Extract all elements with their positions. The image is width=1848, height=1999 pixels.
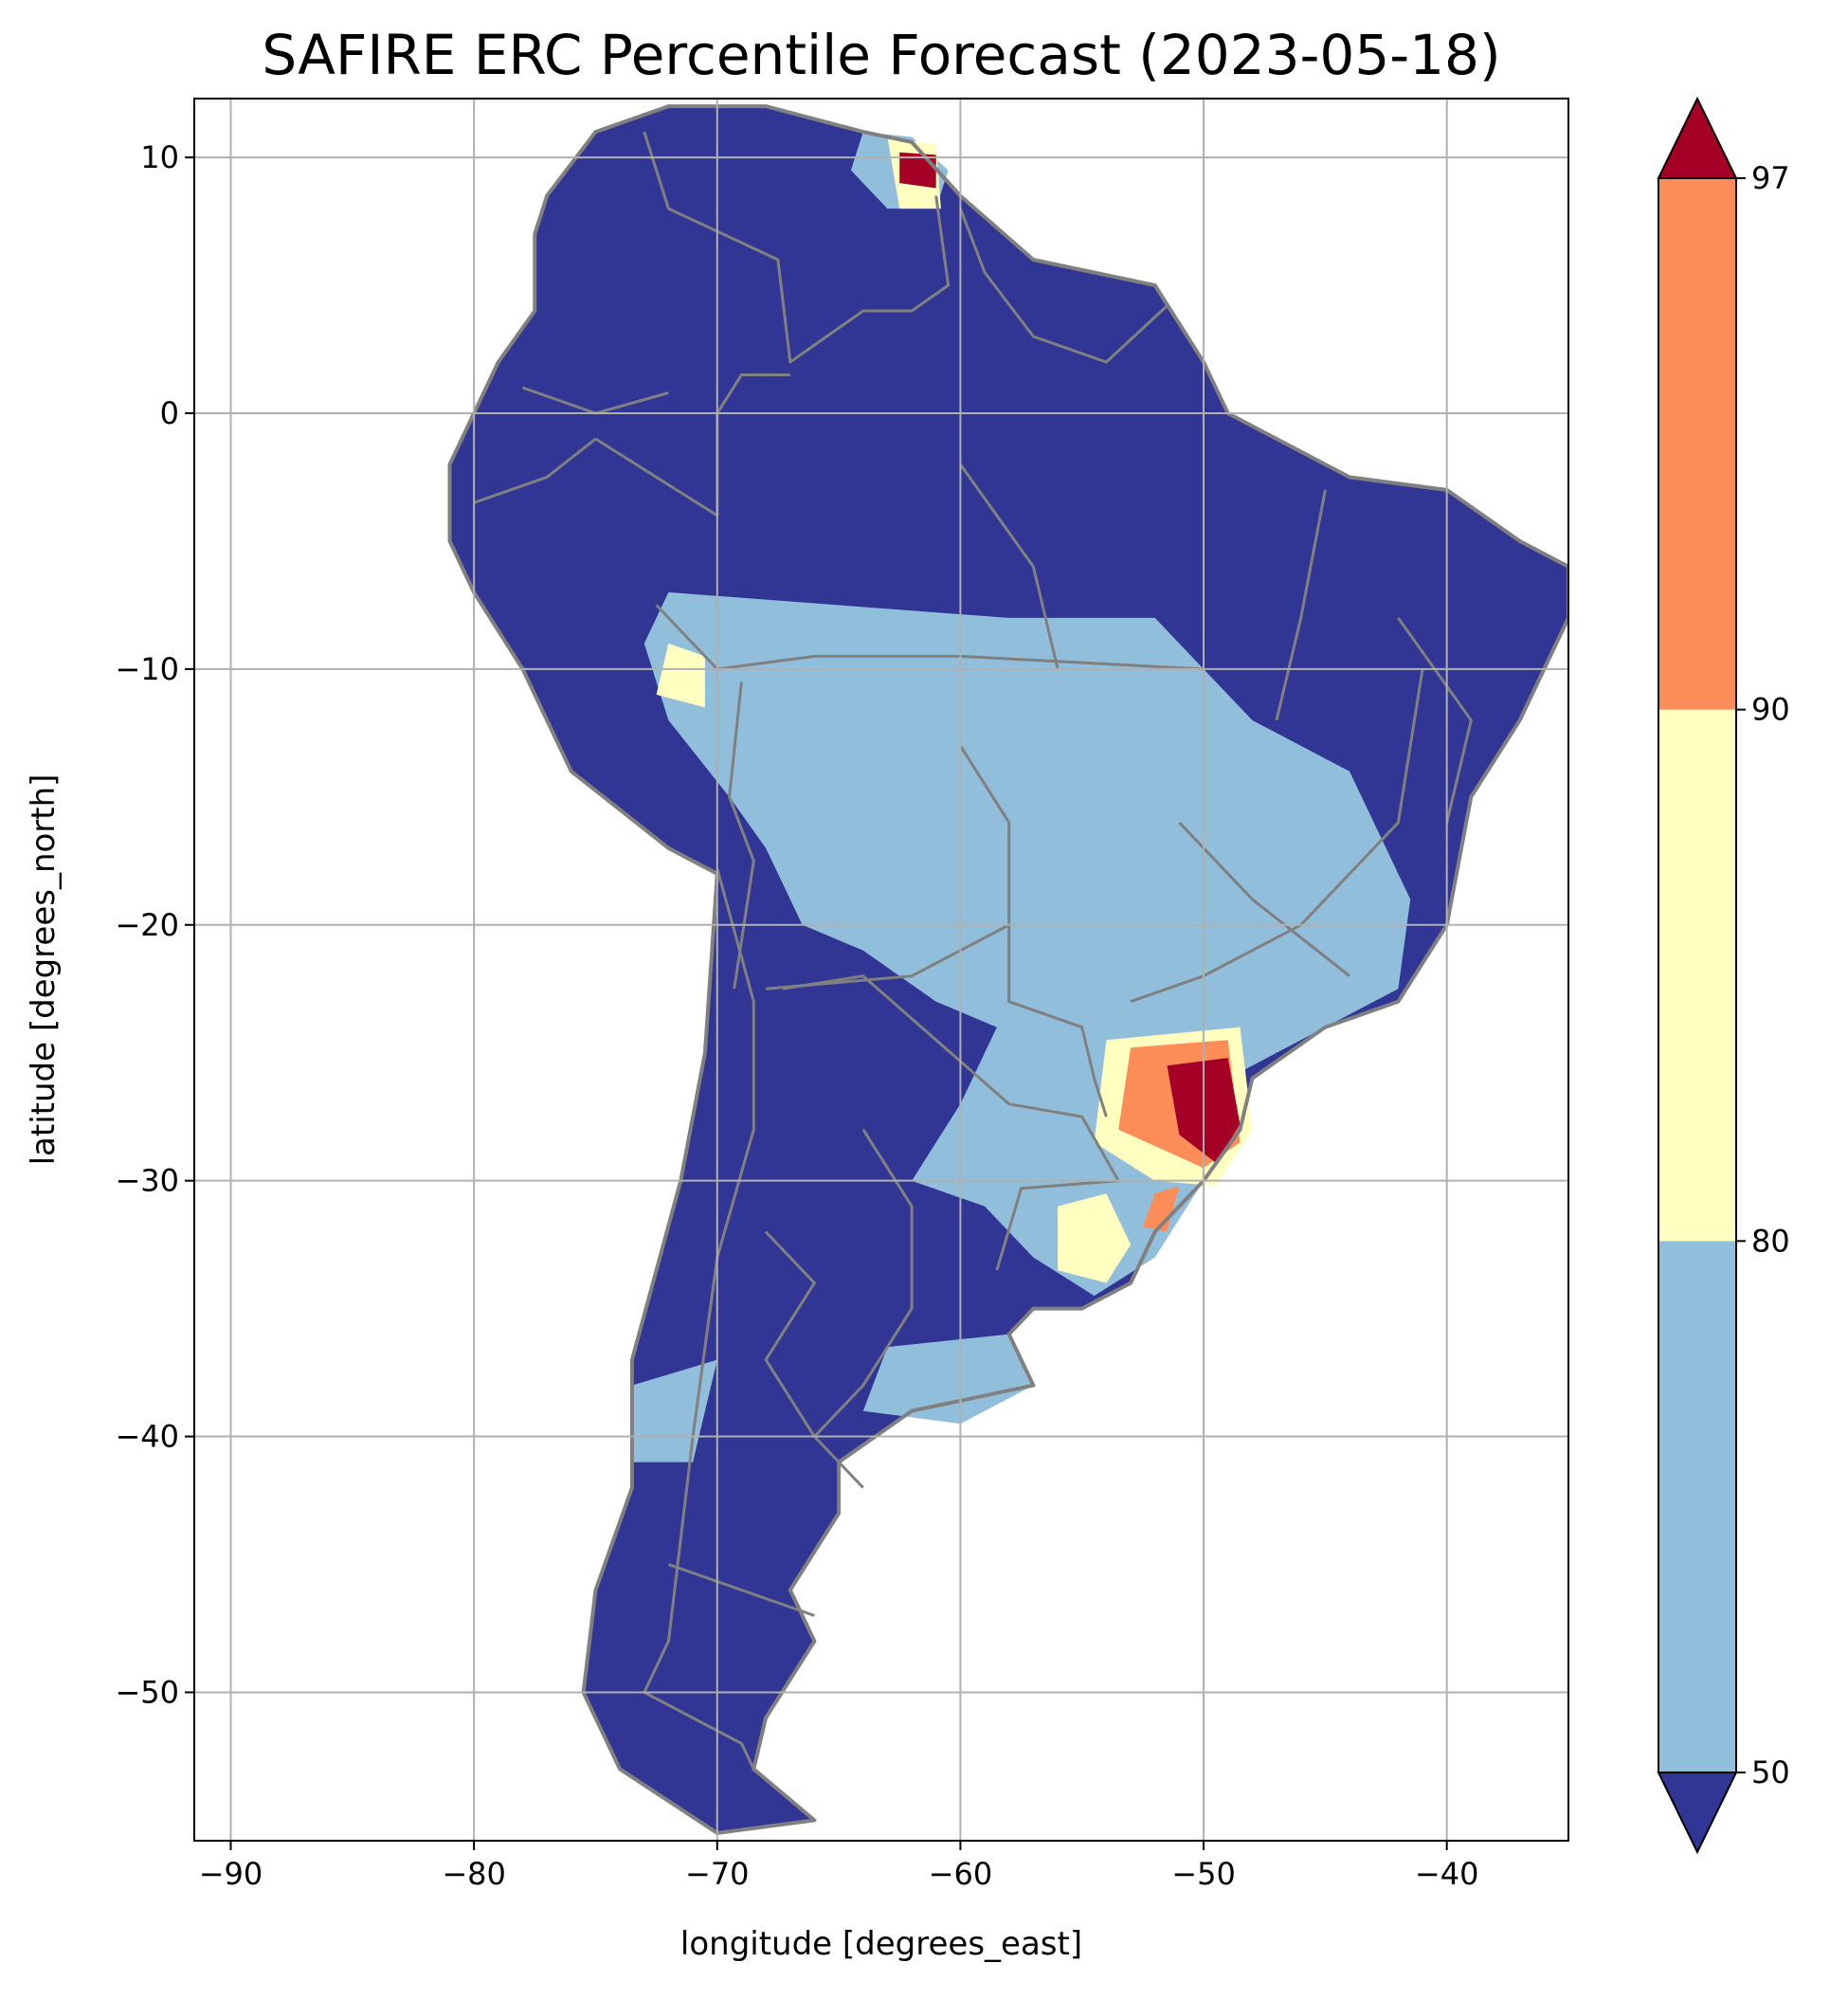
chart-title: SAFIRE ERC Percentile Forecast (2023-05-… bbox=[262, 23, 1500, 87]
country-border bbox=[958, 208, 1169, 364]
percentile-zones bbox=[631, 132, 1411, 1463]
gridlines bbox=[194, 99, 1568, 1841]
zone-80-90 bbox=[656, 643, 705, 708]
country-border bbox=[1275, 489, 1327, 721]
country-border bbox=[655, 604, 1205, 671]
country-border bbox=[1007, 924, 1108, 1118]
zone-50-80 bbox=[643, 591, 1411, 1297]
y-tick-label: −10 bbox=[115, 651, 179, 687]
y-axis-label: latitude [degrees_north] bbox=[25, 774, 63, 1166]
zone-80-90 bbox=[1058, 1193, 1132, 1283]
colorbar-extend-min bbox=[1657, 1772, 1738, 1855]
country-border bbox=[643, 131, 951, 364]
colorbar-tick-label: 50 bbox=[1751, 1754, 1790, 1790]
x-axis-label: longitude [degrees_east] bbox=[680, 1925, 1082, 1963]
x-tick-label: −60 bbox=[929, 1856, 993, 1892]
country-border bbox=[643, 868, 755, 1771]
x-tick-label: −50 bbox=[1171, 1856, 1236, 1892]
y-tick-label: 10 bbox=[140, 139, 179, 175]
y-tick-label: −30 bbox=[115, 1163, 179, 1199]
x-tick-label: −80 bbox=[442, 1856, 506, 1892]
colorbar: 50 80 90 97 bbox=[1657, 96, 1790, 1855]
plot-frame bbox=[193, 98, 1569, 1842]
zone-50-80 bbox=[862, 1334, 1034, 1425]
country-border bbox=[764, 1230, 864, 1489]
y-tick-label: −40 bbox=[115, 1419, 179, 1455]
y-tick-label: 0 bbox=[160, 395, 179, 431]
zone-90-97 bbox=[1142, 1186, 1180, 1232]
colorbar-frame bbox=[1658, 177, 1737, 1773]
y-axis-ticks: 10 0 −10 −20 −30 −40 −50 bbox=[115, 139, 194, 1710]
x-tick-label: −70 bbox=[685, 1856, 750, 1892]
y-tick-label: −50 bbox=[115, 1674, 179, 1710]
country-border bbox=[667, 1563, 815, 1617]
colorbar-tick-label: 90 bbox=[1751, 692, 1790, 728]
x-tick-label: −90 bbox=[199, 1856, 263, 1892]
country-borders bbox=[473, 131, 1473, 1771]
colorbar-extend-max bbox=[1657, 96, 1738, 179]
y-tick-label: −20 bbox=[115, 907, 179, 943]
colorbar-tick-label: 80 bbox=[1751, 1223, 1790, 1259]
colorbar-tick-label: 97 bbox=[1751, 160, 1790, 196]
country-border bbox=[959, 463, 1060, 670]
colorbar-segment bbox=[1658, 709, 1736, 1242]
country-border bbox=[473, 437, 597, 504]
country-border bbox=[1397, 617, 1473, 824]
country-border bbox=[782, 974, 1120, 1271]
colorbar-segment bbox=[1658, 1241, 1736, 1772]
x-tick-label: −40 bbox=[1415, 1856, 1479, 1892]
coastline bbox=[447, 104, 1568, 1835]
map-layer bbox=[447, 104, 1568, 1835]
colorbar-segment bbox=[1658, 178, 1736, 710]
x-axis-ticks: −90 −80 −70 −60 −50 −40 bbox=[199, 1841, 1479, 1892]
